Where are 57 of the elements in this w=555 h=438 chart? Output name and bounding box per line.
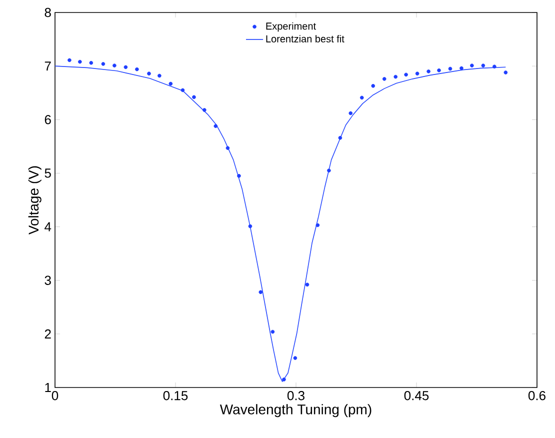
point xyxy=(327,168,331,172)
point xyxy=(492,64,496,68)
point xyxy=(382,77,386,81)
y-tick-label: 7 xyxy=(44,62,51,71)
y-tick-label: 3 xyxy=(44,276,51,285)
point xyxy=(305,282,310,287)
point xyxy=(202,108,206,112)
point xyxy=(192,95,196,100)
point xyxy=(89,60,94,65)
point xyxy=(158,74,162,78)
point xyxy=(348,111,353,116)
point xyxy=(237,174,241,178)
point xyxy=(470,64,474,68)
y-tick-label: 6 xyxy=(44,115,51,124)
y-tick-label: 1 xyxy=(45,383,51,392)
y-tick-label: 4 xyxy=(44,222,52,232)
point xyxy=(371,84,376,88)
point xyxy=(437,68,441,72)
x-tick-label: 0.15 xyxy=(163,391,188,400)
point xyxy=(248,224,252,228)
point xyxy=(394,74,398,79)
point xyxy=(226,146,230,150)
point xyxy=(168,82,173,86)
point xyxy=(124,65,128,70)
point xyxy=(68,58,72,62)
point xyxy=(293,356,298,360)
legend-label: Experiment xyxy=(266,22,316,32)
point xyxy=(214,124,218,128)
point xyxy=(282,378,286,382)
point xyxy=(270,330,275,334)
point xyxy=(360,96,364,100)
x-axis-title: Wavelength Tuning (pm) xyxy=(220,404,372,418)
x-tick-label: 0.6 xyxy=(528,391,546,400)
point xyxy=(504,70,508,74)
legend-label: Lorentzian best fit xyxy=(266,35,344,42)
point xyxy=(448,66,452,71)
y-tick-label: 8 xyxy=(44,8,51,18)
point xyxy=(415,72,420,76)
point xyxy=(460,66,464,70)
point xyxy=(481,64,486,68)
point xyxy=(316,223,320,228)
y-tick-label: 5 xyxy=(44,168,51,178)
point xyxy=(180,88,185,92)
point xyxy=(101,62,106,66)
y-tick-label: 2 xyxy=(44,329,51,338)
point xyxy=(135,67,139,72)
point xyxy=(78,60,82,64)
x-tick-label: 0.45 xyxy=(404,391,429,400)
point xyxy=(338,136,342,140)
point xyxy=(147,72,151,76)
y-axis-title: Voltage (V) xyxy=(28,166,42,235)
x-tick-label: 0 xyxy=(52,391,58,400)
x-tick-label: 0.3 xyxy=(287,391,304,400)
point xyxy=(426,70,430,74)
point xyxy=(404,72,408,77)
point xyxy=(258,290,263,294)
point xyxy=(112,64,116,68)
